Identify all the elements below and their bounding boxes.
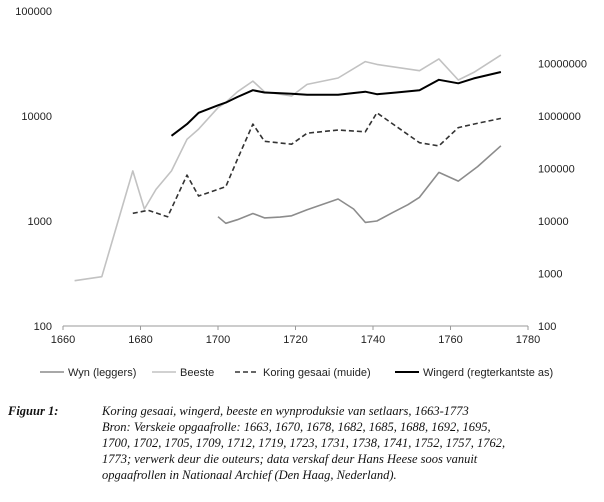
y-right-tick-label: 100 xyxy=(538,321,556,333)
y-right-tick-label: 10000000 xyxy=(538,59,587,71)
series-line-1 xyxy=(74,54,502,282)
caption-line: opgaafrollen in Nationaal Archief (Den H… xyxy=(102,468,397,482)
x-tick-label: 1680 xyxy=(128,334,152,346)
y-left-tick-label: 1000 xyxy=(28,216,52,228)
caption-line: 1773; verwerk deur die outeurs; data ver… xyxy=(102,452,478,466)
x-tick-label: 1700 xyxy=(206,334,230,346)
series-line-2 xyxy=(132,112,502,218)
series-line-3 xyxy=(170,71,502,137)
caption-label: Figuur 1: xyxy=(8,404,59,418)
caption-line: Bron: Verskeie opgaafrolle: 1663, 1670, … xyxy=(102,420,491,434)
chart: 1660 1680 1700 1720 1740 1760 1780100100010000… xyxy=(15,6,587,379)
series-layer xyxy=(74,54,502,282)
x-tick-label: 1740 xyxy=(361,334,385,346)
caption-text: Koring gesaai, wingerd, beeste en wynpro… xyxy=(102,403,596,483)
y-right-tick-label: 100000 xyxy=(538,164,575,176)
legend-label: Wingerd (regterkantste as) xyxy=(423,367,553,379)
y-right-tick-label: 1000000 xyxy=(538,111,581,123)
y-left-tick-label: 100 xyxy=(34,321,52,333)
y-right-tick-label: 1000 xyxy=(538,269,562,281)
y-left-tick-label: 10000 xyxy=(21,111,52,123)
x-tick-label: 1760 xyxy=(438,334,462,346)
legend-label: Wyn (leggers) xyxy=(68,367,136,379)
caption-title: Koring gesaai, wingerd, beeste en wynpro… xyxy=(102,404,469,418)
legend-label: Beeste xyxy=(180,367,214,379)
caption-line: 1700, 1702, 1705, 1709, 1712, 1719, 1723… xyxy=(102,436,506,450)
x-tick-label: 1660 xyxy=(51,334,75,346)
x-tick-label: 1780 xyxy=(516,334,540,346)
series-line-0 xyxy=(217,145,502,225)
x-tick-label: 1720 xyxy=(283,334,307,346)
axes: 1660 1680 1700 1720 1740 1760 1780100100010000… xyxy=(15,6,587,346)
y-left-tick-label: 100000 xyxy=(15,6,52,18)
legend: Wyn (leggers) Beeste Koring gesaai (muide)… xyxy=(40,367,553,379)
y-right-tick-label: 10000 xyxy=(538,216,569,228)
legend-label: Koring gesaai (muide) xyxy=(263,367,371,379)
